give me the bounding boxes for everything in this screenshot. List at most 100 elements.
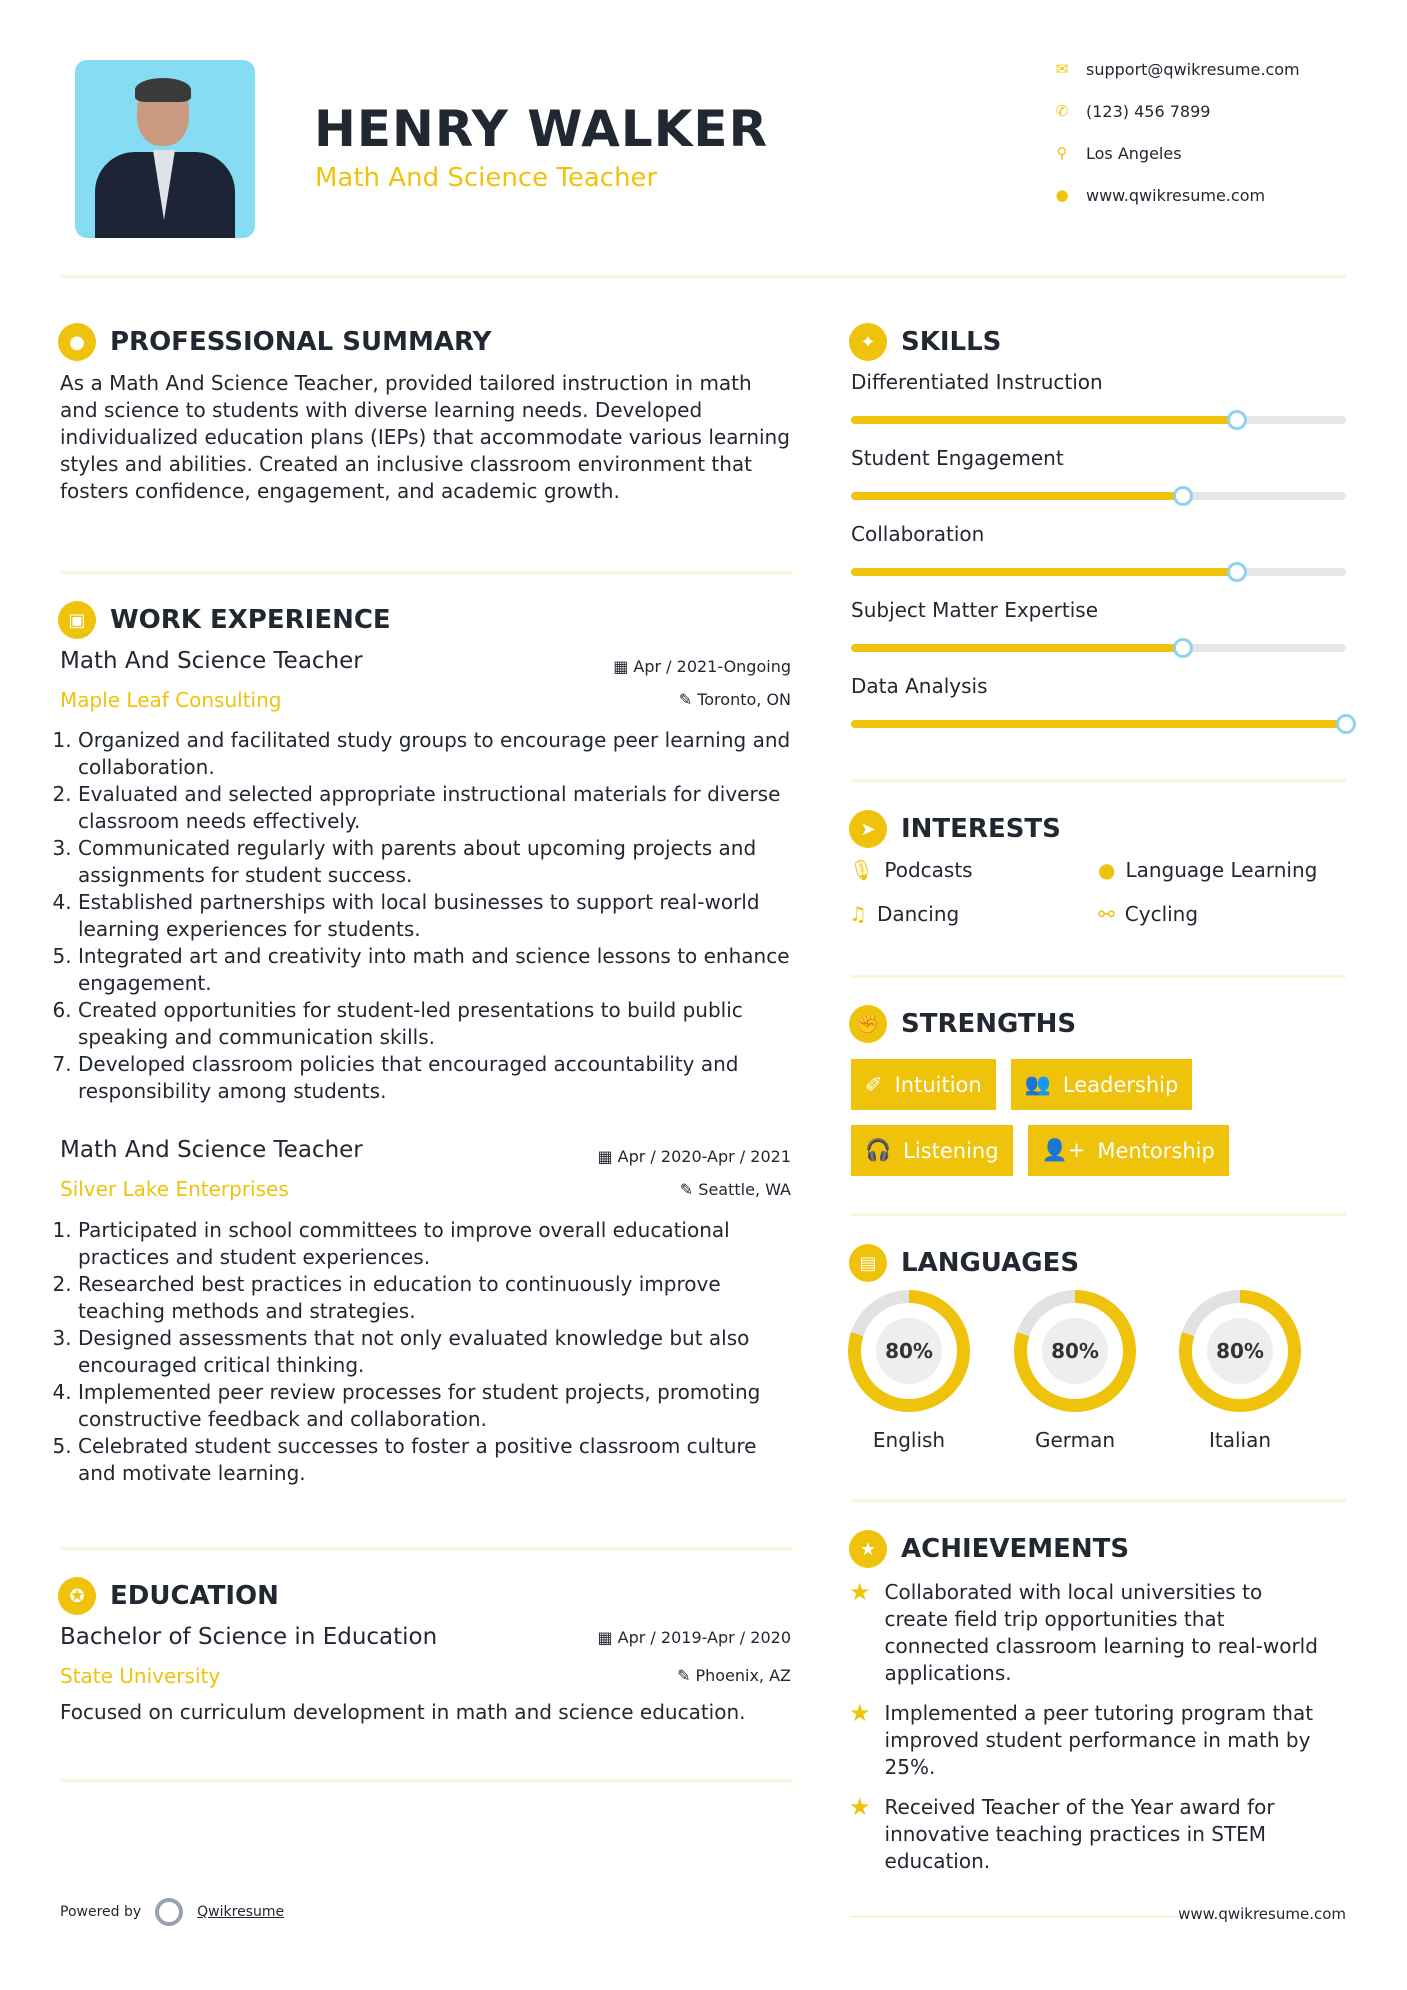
bicycle-icon: ⚯ [1098,902,1115,926]
strength-tag: ✐ Intuition [851,1059,996,1110]
interest-item: ● Language Learning [1098,858,1317,882]
microphone-icon: 🎙 [849,858,875,882]
degree: Bachelor of Science in Education [60,1624,438,1650]
heading-text: PROFESSIONAL SUMMARY [110,327,492,357]
achievement-item: ★ Implemented a peer tutoring program tha… [849,1700,1329,1781]
skill-bar-knob [1227,410,1248,430]
skill-bar [851,410,1346,430]
language-percent: 80% [1207,1318,1273,1384]
footer-line [851,1916,1181,1917]
list-item: Designed assessments that not only evalu… [78,1325,800,1379]
brand-link[interactable]: Qwikresume [197,1904,285,1920]
section-heading-work: ▣ WORK EXPERIENCE [58,600,391,640]
star-icon: ★ [849,1793,871,1821]
pin-icon: ✎ [678,690,698,709]
language-name: English [872,1428,946,1452]
heading-text: WORK EXPERIENCE [110,605,391,635]
heading-text: STRENGTHS [901,1009,1077,1039]
summary-text: As a Math And Science Teacher, provided … [60,371,790,503]
calendar-icon: ▦ [597,1628,618,1647]
date-text: Apr / 2020-Apr / 2021 [617,1147,791,1166]
skill-bar-knob [1172,638,1193,658]
skill-bar [851,638,1346,658]
lightbulb-icon: ✦ [849,323,887,361]
heading-text: SKILLS [901,327,1002,357]
headphones-icon: 🎧 [865,1138,892,1162]
job-title: Math And Science Teacher [60,1137,363,1163]
section-heading-summary: ● PROFESSIONAL SUMMARY [58,322,491,362]
candidate-title: Math And Science Teacher [315,163,658,193]
strength-label: Mentorship [1097,1138,1215,1163]
list-item: Implemented peer review processes for st… [78,1379,800,1433]
language-name: German [1034,1428,1116,1452]
education-location: ✎ Phoenix, AZ [541,1666,791,1685]
location-text: Seattle, WA [698,1180,791,1199]
skill-bar-knob [1172,486,1193,506]
list-item: Communicated regularly with parents abou… [78,835,800,889]
skill-bar [851,562,1346,582]
pin-icon: ✎ [676,1666,696,1685]
location-text: Phoenix, AZ [695,1666,791,1685]
language-percent: 80% [876,1318,942,1384]
language-percent: 80% [1042,1318,1108,1384]
job-location: ✎ Seattle, WA [541,1180,791,1199]
list-item: Participated in school committees to imp… [78,1217,800,1271]
location-text: Toronto, ON [697,690,791,709]
skill-bar-fill [851,568,1238,576]
music-note-icon: ♫ [849,902,867,926]
heading-text: INTERESTS [901,814,1061,844]
list-item: Evaluated and selected appropriate instr… [78,781,800,835]
section-divider [60,1547,792,1550]
list-item: Integrated art and creativity into math … [78,943,800,997]
achievement-item: ★ Received Teacher of the Year award for … [849,1794,1329,1875]
date-text: Apr / 2021-Ongoing [633,657,791,676]
fist-icon: ✊ [849,1005,887,1043]
skill-bar [851,486,1346,506]
contact-website[interactable]: ● www.qwikresume.com [1052,183,1265,207]
header-divider [60,275,1346,278]
powered-by: Powered by Qwikresume [60,1898,284,1926]
interest-item: ♫ Dancing [849,902,959,926]
map-pin-icon: ⚲ [1056,144,1068,162]
heading-text: ACHIEVEMENTS [901,1534,1130,1564]
interest-label: Dancing [876,902,960,926]
skill-bar-fill [851,644,1183,652]
pin-icon: ✎ [679,1180,699,1199]
contact-phone: ✆ (123) 456 7899 [1052,99,1211,123]
list-item: Celebrated student successes to foster a… [78,1433,800,1487]
paper-plane-icon: ➤ [849,810,887,848]
section-divider [851,779,1346,782]
contact-text: www.qwikresume.com [1086,185,1266,205]
interest-label: Cycling [1124,902,1199,926]
translate-icon: ▤ [849,1244,887,1282]
education-description: Focused on curriculum development in mat… [60,1700,746,1724]
section-divider [60,571,792,574]
strength-label: Leadership [1062,1072,1179,1097]
list-item: Researched best practices in education t… [78,1271,800,1325]
strength-tag: 👤+ Mentorship [1027,1125,1229,1176]
achievement-text: Received Teacher of the Year award for i… [884,1795,1275,1873]
language-donut: 80% [1179,1290,1301,1412]
section-heading-languages: ▤ LANGUAGES [849,1243,1079,1283]
skill-bar-fill [851,416,1238,424]
phone-icon: ✆ [1055,102,1069,120]
section-divider [60,1779,792,1782]
heading-text: EDUCATION [110,1581,279,1611]
magic-wand-icon: ✐ [865,1072,883,1097]
section-heading-interests: ➤ INTERESTS [849,809,1061,849]
language-donut: 80% [848,1290,970,1412]
skill-bar [851,714,1356,734]
calendar-icon: ▦ [613,657,634,676]
language-name: Italian [1208,1428,1272,1452]
user-plus-icon: 👤+ [1041,1138,1086,1162]
globe-icon: ● [1055,186,1069,204]
strengths-row: 🎧 Listening 👤+ Mentorship [851,1125,1229,1176]
footer-website[interactable]: www.qwikresume.com [1178,1905,1346,1923]
contact-email[interactable]: ✉ support@qwikresume.com [1052,57,1300,81]
list-item: Established partnerships with local busi… [78,889,800,943]
achievement-text: Implemented a peer tutoring program that… [884,1701,1314,1779]
skill-bar-fill [851,720,1346,728]
graduation-icon: ✪ [58,1577,96,1615]
interest-item: 🎙 Podcasts [849,858,973,882]
skill-bar-knob [1227,562,1248,582]
